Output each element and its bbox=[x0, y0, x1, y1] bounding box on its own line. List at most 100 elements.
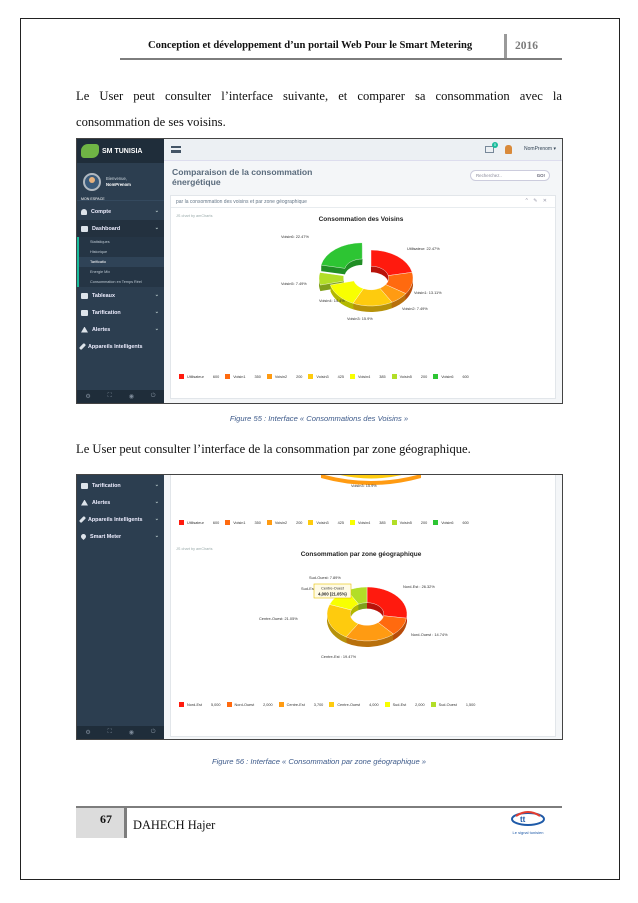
sidebar-subitem-statistiques[interactable]: Statistiques bbox=[77, 237, 164, 247]
lock-icon[interactable]: ◉ bbox=[128, 730, 134, 736]
chart-title: Consommation par zone géographique bbox=[300, 551, 422, 558]
mail-badge: 0 bbox=[492, 142, 498, 148]
legend-swatch bbox=[179, 374, 184, 379]
legend-item-voisin3[interactable]: Voisin3 425 bbox=[308, 520, 344, 525]
chevron-down-icon: ⌄ bbox=[154, 225, 159, 231]
legend-item-centre-est[interactable]: Centre-Est 3,700 bbox=[278, 702, 323, 707]
legend-item-voisin1[interactable]: Voisin1 350 bbox=[225, 520, 261, 525]
legend-item-voisin1[interactable]: Voisin1 350 bbox=[225, 374, 261, 379]
legend-item-voisin6[interactable]: Voisin6 600 bbox=[433, 374, 469, 379]
sidebar-item-label: Appareils Intelligents bbox=[88, 343, 143, 350]
user-avatar-icon[interactable] bbox=[505, 145, 512, 154]
pie-chart-zones: Nord-Est : 26.32% Nord-Ouest : 14.74% Cent… bbox=[259, 575, 448, 659]
chart-legend: Nord-Est 5,000 Nord-Ouest 2,000 Centre-Est 3,… bbox=[179, 702, 481, 707]
legend-swatch bbox=[226, 702, 232, 707]
page-header: Conception et développement d’un portail… bbox=[120, 34, 562, 58]
slice-label-voisin2: Voisin2: 7.49% bbox=[402, 306, 428, 311]
sidebar-item-dashboard[interactable]: Dashboard ⌄ bbox=[77, 220, 164, 237]
legend-label: Voisin5 bbox=[399, 374, 412, 379]
sidebar-footer: ⚙ ⛶ ◉ ⏻ bbox=[77, 726, 164, 739]
legend-item-voisin2[interactable]: Voisin2 200 bbox=[266, 520, 303, 525]
legend-item-centre-ouest[interactable]: Centre-Ouest 4,000 bbox=[329, 702, 379, 707]
paragraph-2: Le User peut consulter l’interface de la… bbox=[76, 442, 471, 456]
sidebar-item-alertes[interactable]: Alertes ⌄ bbox=[77, 494, 164, 511]
pie-slice-voisin6[interactable] bbox=[320, 242, 363, 269]
legend-swatch bbox=[266, 374, 272, 379]
legend-value: 2,000 bbox=[415, 702, 425, 707]
legend-item-voisin3[interactable]: Voisin3 425 bbox=[308, 374, 344, 379]
page-number-box bbox=[76, 808, 124, 838]
sidebar-item-compte[interactable]: Compte ⌄ bbox=[77, 203, 164, 220]
search-input[interactable]: Recherchez.. GO! bbox=[470, 170, 550, 181]
sidebar-item-tarification[interactable]: Tarification ⌄ bbox=[77, 477, 164, 494]
chart-panel: Voisin3: 15.9% Utilisateur 600 Voisin1 350 V… bbox=[170, 475, 556, 737]
mail-icon[interactable] bbox=[485, 146, 494, 153]
legend-swatch bbox=[225, 374, 231, 379]
sidebar-subitem-historique[interactable]: Historique bbox=[77, 247, 164, 257]
legend-value: 600 bbox=[462, 374, 469, 379]
pie-slice-sud-ouest[interactable] bbox=[346, 586, 368, 605]
fullscreen-icon[interactable]: ⛶ bbox=[107, 729, 112, 735]
page-title-line-1: Comparaison de la consommation bbox=[172, 167, 313, 177]
pie-slice-voisin4[interactable] bbox=[330, 280, 364, 304]
menu-toggle-icon[interactable] bbox=[171, 146, 181, 153]
fullscreen-icon[interactable]: ⛶ bbox=[107, 393, 112, 399]
legend-label: Voisin6 bbox=[441, 374, 454, 379]
legend-item-voisin6[interactable]: Voisin6 600 bbox=[433, 520, 469, 525]
legend-item-voisin2[interactable]: Voisin2 200 bbox=[266, 374, 302, 379]
lock-icon[interactable]: ◉ bbox=[128, 394, 134, 400]
legend-value: 425 bbox=[337, 374, 345, 379]
legend-value: 4,000 bbox=[369, 702, 379, 707]
sidebar-subitem-energie-mix[interactable]: Energie Mix bbox=[77, 267, 164, 277]
legend-value: 200 bbox=[420, 374, 428, 379]
power-icon[interactable]: ⏻ bbox=[150, 729, 156, 735]
panel-tools[interactable]: ^ ✎ ✕ bbox=[525, 198, 549, 204]
legend-swatch bbox=[266, 520, 272, 525]
legend-item-voisin4[interactable]: Voisin4 385 bbox=[350, 374, 386, 379]
legend-item-voisin4[interactable]: Voisin4 385 bbox=[350, 520, 386, 525]
header-title: Conception et développement d’un portail… bbox=[148, 40, 473, 51]
legend-value: 1,500 bbox=[465, 702, 476, 707]
legend-value: 385 bbox=[379, 520, 386, 525]
sidebar-item-appareils[interactable]: Appareils Intelligents bbox=[77, 338, 164, 355]
legend-item-nord-ouest[interactable]: Nord-Ouest 2,000 bbox=[226, 702, 273, 707]
legend-value: 2,000 bbox=[263, 702, 273, 707]
pie-slice-nord-est[interactable] bbox=[366, 586, 408, 619]
slice-label-voisin1: Voisin1: 13.11% bbox=[414, 290, 442, 295]
chevron-down-icon: ⌄ bbox=[154, 208, 159, 214]
sidebar-item-smart-meter[interactable]: Smart Meter ⌄ bbox=[77, 528, 164, 545]
settings-icon[interactable]: ⚙ bbox=[85, 730, 91, 736]
settings-icon[interactable]: ⚙ bbox=[85, 394, 91, 400]
legend-item-voisin5[interactable]: Voisin5 200 bbox=[391, 520, 427, 525]
legend-item-utilisateur[interactable]: Utilisateur 600 bbox=[179, 520, 219, 525]
legend-item-utilisateur[interactable]: Utilisateur 600 bbox=[179, 374, 219, 379]
search-go-button[interactable]: GO! bbox=[536, 173, 545, 178]
chevron-down-icon: ⌄ bbox=[154, 533, 159, 539]
pie-slice-voisin5[interactable] bbox=[318, 272, 345, 286]
header-separator bbox=[504, 34, 507, 58]
legend-item-voisin5[interactable]: Voisin5 200 bbox=[391, 374, 428, 379]
chart-credit: JS chart by amCharts bbox=[176, 547, 213, 551]
sidebar-item-appareils[interactable]: Appareils Intelligents ⌄ bbox=[77, 511, 164, 528]
wrench-icon bbox=[78, 515, 87, 524]
sidebar-item-alertes[interactable]: Alertes ⌄ bbox=[77, 321, 164, 338]
sidebar-item-tarification[interactable]: Tarification ⌄ bbox=[77, 304, 164, 321]
legend-item-nord-est[interactable]: Nord-Est 5,000 bbox=[179, 702, 221, 707]
legend-item-sud-est[interactable]: Sud-Est 2,000 bbox=[384, 702, 425, 707]
power-icon[interactable]: ⏻ bbox=[150, 393, 156, 399]
tooltip-name: Centre-Ouest bbox=[321, 587, 345, 591]
legend-item-sud-ouest[interactable]: Sud-Ouest 1,500 bbox=[430, 702, 476, 707]
screenshot-zones: Tarification ⌄ Alertes ⌄ Appareils Intelli… bbox=[76, 474, 563, 740]
legend-label: Voisin1 bbox=[233, 374, 246, 379]
legend-value: 200 bbox=[296, 520, 303, 525]
sidebar-subitem-temps-reel[interactable]: Consommation en Temps Réel bbox=[77, 277, 164, 287]
sidebar-item-tableaux[interactable]: Tableaux ⌄ bbox=[77, 287, 164, 304]
brand[interactable]: SM TUNISIA bbox=[77, 139, 164, 163]
slice-label-voisin4: Voisin4: 14.4% bbox=[319, 298, 345, 303]
sidebar-footer: ⚙ ⛶ ◉ ⏻ bbox=[77, 390, 164, 403]
logo-mark: tt bbox=[520, 815, 526, 824]
legend-label: Voisin4 bbox=[358, 374, 371, 379]
slice-label-voisin3: Voisin3: 15.9% bbox=[347, 316, 373, 321]
sidebar-subitem-tarificatio[interactable]: Tarificatio bbox=[77, 257, 164, 267]
user-menu[interactable]: NomPrenom ▾ bbox=[524, 146, 556, 152]
